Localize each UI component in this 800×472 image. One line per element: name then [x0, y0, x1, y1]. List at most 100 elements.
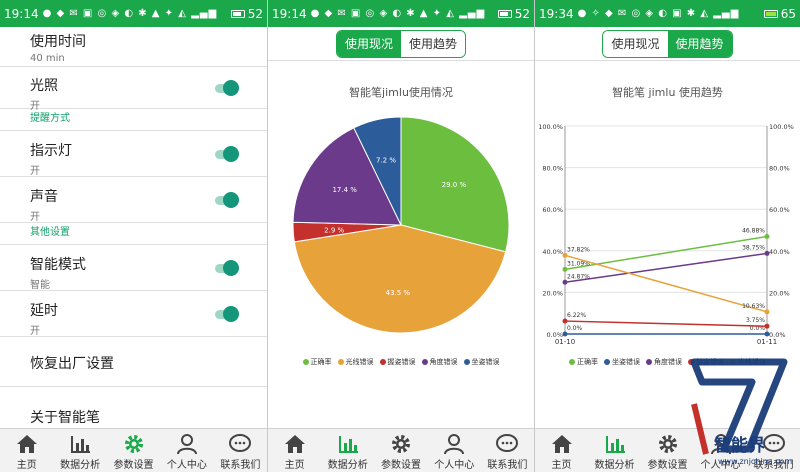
data-point [562, 331, 568, 337]
legend-item: 正确率 [569, 357, 598, 367]
segment-current-usage[interactable]: 使用现况 [603, 30, 668, 57]
bottom-tab-bar: 主页 数据分析 参数设置 个人中心 联系我们 [535, 428, 800, 472]
status-time: 19:14 [4, 6, 39, 21]
status-bar: 19:14 ● ◆ ✉ ▣ ◎ ◈ ◐ ✱ ▲ ✦ ◭ ▂▄▆ 52 [268, 0, 534, 27]
tab-data-analysis[interactable]: 数据分析 [321, 429, 374, 472]
pie-chart: 29.0 % 43.5 % 2.9 % 17.4 % 7.2 % [292, 116, 510, 334]
bar-chart-icon [338, 436, 358, 453]
tab-contact[interactable]: 联系我们 [481, 429, 534, 472]
tab-label: 个人中心 [700, 460, 741, 471]
y-tick-label-left: 0.0% [546, 331, 563, 339]
tab-settings[interactable]: 参数设置 [641, 429, 694, 472]
section-header-remind: 提醒方式 [0, 109, 267, 131]
home-icon [16, 435, 37, 453]
legend-item: 正确率 [302, 357, 332, 367]
setting-subtitle: 开 [30, 212, 40, 223]
data-label: 37.82% [567, 246, 590, 253]
data-point [562, 279, 568, 285]
tab-home[interactable]: 主页 [535, 429, 588, 472]
segment-usage-trend[interactable]: 使用趋势 [667, 30, 732, 57]
y-tick-label-right: 40.0% [769, 248, 790, 256]
setting-title: 使用时间 [30, 34, 86, 50]
bar-chart-icon [605, 436, 625, 453]
home-icon [284, 435, 305, 453]
setting-title: 延时 [30, 303, 58, 319]
legend-item: 坐姿错误 [604, 357, 640, 367]
legend-dot [646, 359, 652, 365]
tab-label: 参数设置 [113, 460, 154, 471]
battery-icon [497, 9, 512, 18]
setting-smart-mode[interactable]: 智能模式 智能 [0, 245, 267, 291]
x-tick-label: 01-11 [757, 338, 777, 346]
tab-contact[interactable]: 联系我们 [747, 429, 800, 472]
tab-label: 联系我们 [220, 460, 261, 471]
status-icons: ● ✧ ◆ ✉ ◎ ◈ ◐ ▣ ✱ ◭ ▂▄▆ [577, 8, 740, 19]
tab-settings[interactable]: 参数设置 [374, 429, 427, 472]
usage-status-screen: 19:14 ● ◆ ✉ ▣ ◎ ◈ ◐ ✱ ▲ ✦ ◭ ▂▄▆ 52 使用现况 … [268, 0, 534, 472]
x-tick-label: 01-10 [555, 338, 575, 346]
data-point [562, 318, 568, 324]
status-time: 19:14 [272, 6, 307, 21]
tab-settings[interactable]: 参数设置 [107, 429, 160, 472]
indicator-toggle[interactable] [213, 145, 239, 163]
pie-slice [353, 116, 402, 226]
battery-percent: 65 [780, 6, 796, 21]
series-line [564, 254, 768, 313]
setting-use-time[interactable]: 使用时间 40 min [0, 27, 267, 67]
setting-indicator[interactable]: 指示灯 开 [0, 131, 267, 177]
legend-item: 光线错误 [337, 357, 374, 367]
series-line [564, 235, 768, 271]
data-point [562, 266, 568, 272]
legend-label: 角度错误 [654, 358, 682, 366]
tab-label: 主页 [16, 460, 37, 471]
legend-dot [569, 359, 575, 365]
person-icon [176, 434, 197, 455]
gear-icon [658, 435, 677, 453]
setting-subtitle: 智能 [30, 280, 50, 291]
pie-legend: 正确率 光线错误 握姿错误 角度错误 坐姿错误 [268, 357, 534, 367]
setting-sound[interactable]: 声音 开 [0, 177, 267, 223]
setting-factory-reset[interactable]: 恢复出厂设置 [0, 337, 267, 387]
sound-toggle[interactable] [213, 191, 239, 209]
tab-label: 数据分析 [594, 460, 635, 471]
tab-home[interactable]: 主页 [0, 429, 53, 472]
y-tick-label-left: 40.0% [542, 248, 563, 256]
home-icon [551, 435, 572, 453]
data-label: 10.63% [742, 303, 765, 310]
legend-label: 握姿错误 [387, 358, 416, 366]
series-line [564, 252, 768, 284]
setting-title: 指示灯 [30, 143, 72, 159]
tab-contact[interactable]: 联系我们 [214, 429, 267, 472]
legend-item: 角度错误 [646, 357, 682, 367]
tab-label: 主页 [284, 460, 305, 471]
data-label: 6.22% [567, 312, 586, 319]
data-point [764, 323, 770, 329]
usage-trend-screen: 19:34 ● ✧ ◆ ✉ ◎ ◈ ◐ ▣ ✱ ◭ ▂▄▆ 65 使用现况 使用… [535, 0, 800, 472]
pie-slice-label: 7.2 % [376, 157, 396, 165]
smart-mode-toggle[interactable] [213, 259, 239, 277]
tab-home[interactable]: 主页 [268, 429, 321, 472]
legend-label: 光线错误 [345, 358, 374, 366]
setting-light[interactable]: 光照 开 [0, 67, 267, 112]
tab-label: 数据分析 [327, 460, 368, 471]
segment-current-usage[interactable]: 使用现况 [336, 30, 401, 57]
pie-slice-label: 2.9 % [324, 226, 344, 234]
setting-delay[interactable]: 延时 开 [0, 291, 267, 337]
pie-slice [400, 116, 510, 253]
battery-icon [763, 9, 778, 18]
section-header-other: 其他设置 [0, 223, 267, 245]
tab-profile[interactable]: 个人中心 [428, 429, 481, 472]
tab-data-analysis[interactable]: 数据分析 [53, 429, 106, 472]
setting-about[interactable]: 关于智能笔 [0, 387, 267, 427]
light-toggle[interactable] [213, 79, 239, 97]
tab-label: 参数设置 [381, 460, 421, 471]
tab-data-analysis[interactable]: 数据分析 [588, 429, 641, 472]
delay-toggle[interactable] [213, 305, 239, 323]
tab-profile[interactable]: 个人中心 [160, 429, 213, 472]
status-icons: ● ◆ ✉ ▣ ◎ ◈ ◐ ✱ ▲ ✦ ◭ ▂▄▆ [310, 8, 486, 19]
y-tick-label-left: 20.0% [542, 289, 563, 297]
data-point [764, 250, 770, 256]
setting-title: 声音 [30, 189, 58, 205]
watermark-text: 智能界 [714, 436, 765, 456]
segment-usage-trend[interactable]: 使用趋势 [401, 30, 466, 57]
